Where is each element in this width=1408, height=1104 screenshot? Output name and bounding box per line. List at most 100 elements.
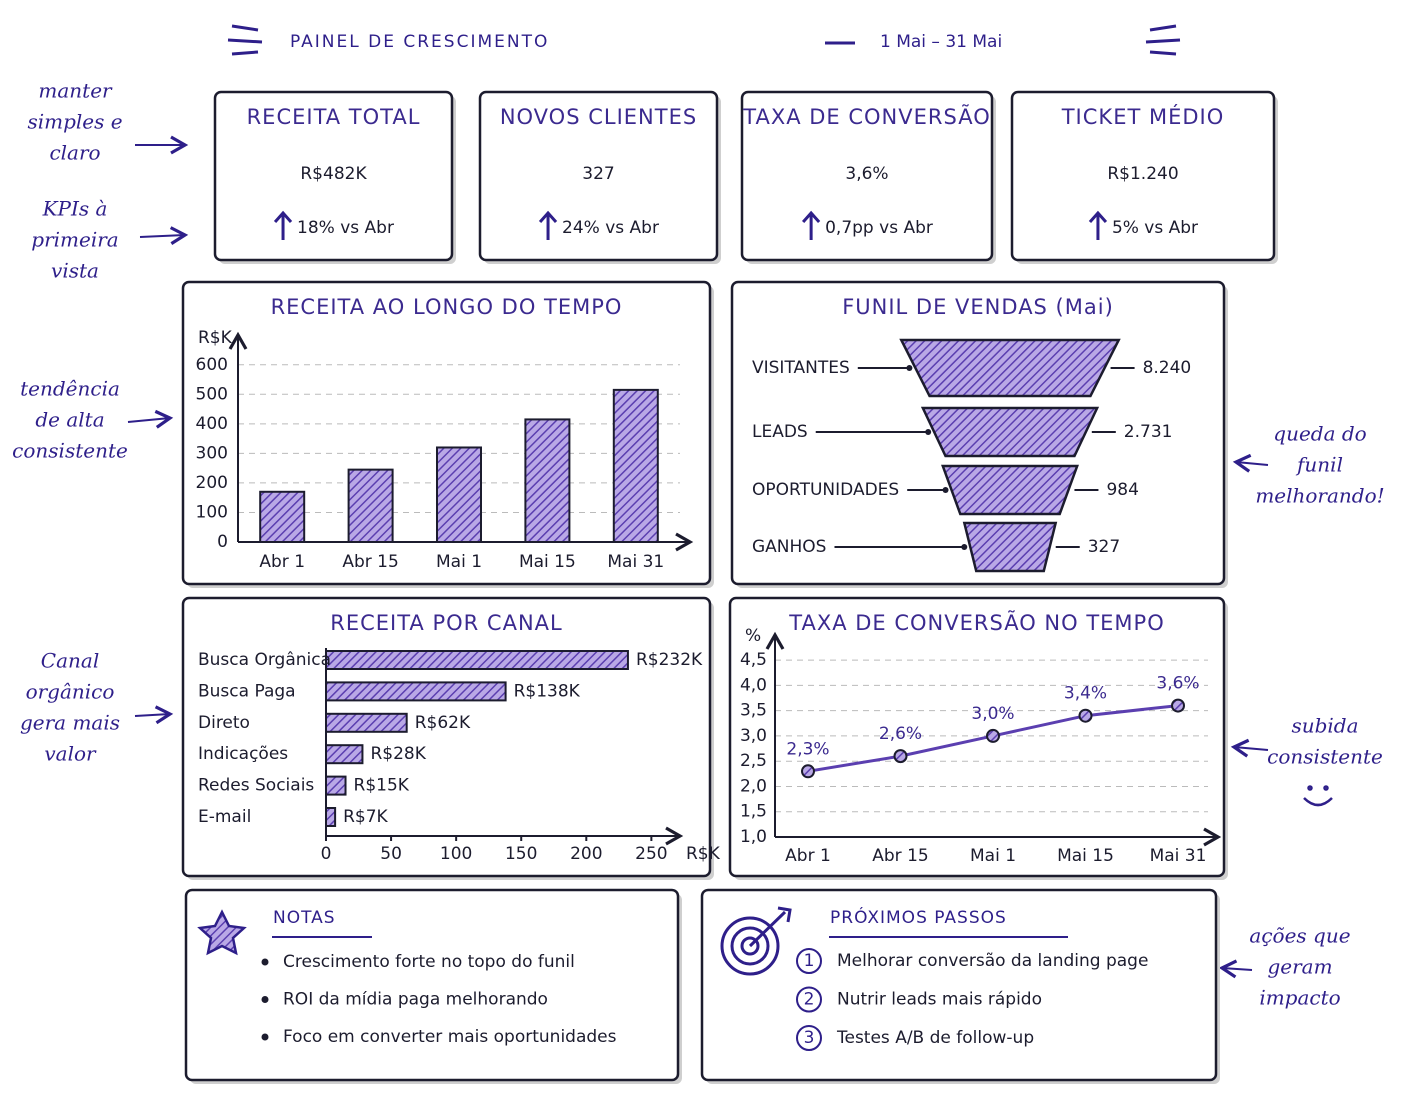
value-label: R$232K [636, 650, 703, 670]
note-item: ROI da mídia paga melhorando [283, 990, 548, 1010]
value-label: 984 [1106, 480, 1138, 500]
funnel-label: GANHOS [752, 537, 826, 557]
x-tick-label: 250 [635, 844, 667, 864]
bar [259, 490, 306, 543]
x-tick-label: 0 [321, 844, 332, 864]
value-label: R$138K [514, 681, 581, 701]
value-label: 327 [1088, 537, 1120, 557]
annotation: consistente [12, 439, 128, 463]
annotation: simples e [27, 110, 122, 134]
x-tick-label: Mai 1 [436, 552, 482, 572]
chart-title: TAXA DE CONVERSÃO NO TEMPO [788, 609, 1164, 635]
kpi-value: R$482K [300, 164, 367, 184]
x-tick-label: Mai 15 [1057, 846, 1114, 866]
kpi-value: 327 [582, 164, 614, 184]
chart-title: RECEITA AO LONGO DO TEMPO [271, 295, 623, 319]
kpi-value: 3,6% [845, 164, 888, 184]
step-circle [796, 986, 822, 1013]
annotation: ações que [1249, 924, 1350, 948]
annotation: Canal [41, 649, 99, 673]
x-tick-label: Abr 15 [872, 846, 928, 866]
step-item: Nutrir leads mais rápido [837, 990, 1042, 1010]
y-axis-label: R$K [198, 328, 233, 348]
arrow [1230, 738, 1269, 758]
bullet [261, 996, 269, 1003]
step-number: 1 [804, 951, 815, 971]
x-axis-label: R$K [686, 844, 721, 864]
category-label: E-mail [198, 807, 251, 827]
annotation: de alta [35, 408, 104, 432]
annotation: funil [1295, 453, 1343, 477]
y-tick-label: 600 [196, 355, 228, 375]
kpi-change: 0,7pp vs Abr [825, 218, 933, 238]
y-tick-label: 3,5 [740, 701, 767, 721]
y-tick-label: 3,0 [740, 726, 767, 746]
chart-title: RECEITA POR CANAL [330, 611, 563, 635]
kpi-value: R$1.240 [1107, 164, 1178, 184]
bar [612, 388, 659, 543]
bar [325, 650, 629, 670]
arrow [127, 409, 174, 429]
category-label: Indicações [198, 744, 288, 764]
step-circle [796, 948, 822, 974]
bar [325, 807, 337, 827]
panel [740, 90, 994, 262]
annotation: orgânico [26, 680, 115, 704]
panel [728, 596, 1226, 878]
bar [347, 468, 394, 543]
target-icon [720, 906, 792, 976]
funnel-stage [962, 521, 1058, 573]
annotation: vista [51, 259, 99, 283]
up-arrow [538, 210, 558, 240]
x-tick-label: Abr 15 [342, 552, 398, 572]
x-tick-label: Abr 1 [259, 552, 305, 572]
up-arrow [273, 210, 293, 240]
arrow [139, 226, 189, 245]
panel [184, 888, 680, 1082]
y-tick-label: 200 [196, 473, 228, 493]
bar [325, 712, 408, 733]
connector-dot [942, 487, 949, 493]
step-number: 2 [804, 990, 815, 1010]
bar [436, 446, 482, 544]
panel [478, 90, 719, 262]
funnel-stage [941, 464, 1079, 516]
funnel-stage [920, 406, 1100, 458]
kpi-label: TAXA DE CONVERSÃO [742, 103, 990, 129]
y-axis-label: % [745, 626, 761, 646]
arrow [1232, 453, 1269, 473]
subtitle: 1 Mai – 31 Mai [880, 32, 1002, 52]
x-tick-label: 100 [440, 844, 472, 864]
x-tick-label: 50 [380, 844, 402, 864]
annotation: queda do [1273, 422, 1366, 446]
note-item: Crescimento forte no topo do funil [283, 952, 575, 972]
step-item: Testes A/B de follow-up [836, 1028, 1034, 1048]
x-tick-label: 200 [570, 844, 602, 864]
value-label: R$28K [370, 744, 426, 764]
y-tick-label: 1,0 [740, 827, 767, 847]
bar [524, 418, 571, 543]
value-label: 2,6% [879, 724, 922, 744]
annotation: manter [38, 79, 113, 103]
x-tick-label: Mai 15 [519, 552, 576, 572]
title: PAINEL DE CRESCIMENTO [290, 32, 549, 52]
kpi-label: TICKET MÉDIO [1061, 104, 1225, 129]
y-tick-label: 400 [196, 414, 228, 434]
kpi-change: 5% vs Abr [1112, 218, 1198, 238]
annotation: tendência [20, 377, 120, 401]
y-tick-label: 0 [217, 532, 228, 552]
connector-dot [906, 365, 913, 371]
arrow [1218, 959, 1253, 979]
point [893, 749, 908, 764]
step-circle [796, 1025, 822, 1051]
funnel-label: OPORTUNIDADES [752, 480, 899, 500]
title-deco [227, 24, 1181, 56]
kpi-change: 24% vs Abr [562, 218, 659, 238]
up-arrow [1088, 210, 1108, 240]
point [801, 764, 815, 779]
panel [1010, 90, 1276, 262]
value-label: 3,0% [971, 704, 1014, 724]
note-item: Foco em converter mais oportunidades [283, 1027, 617, 1047]
